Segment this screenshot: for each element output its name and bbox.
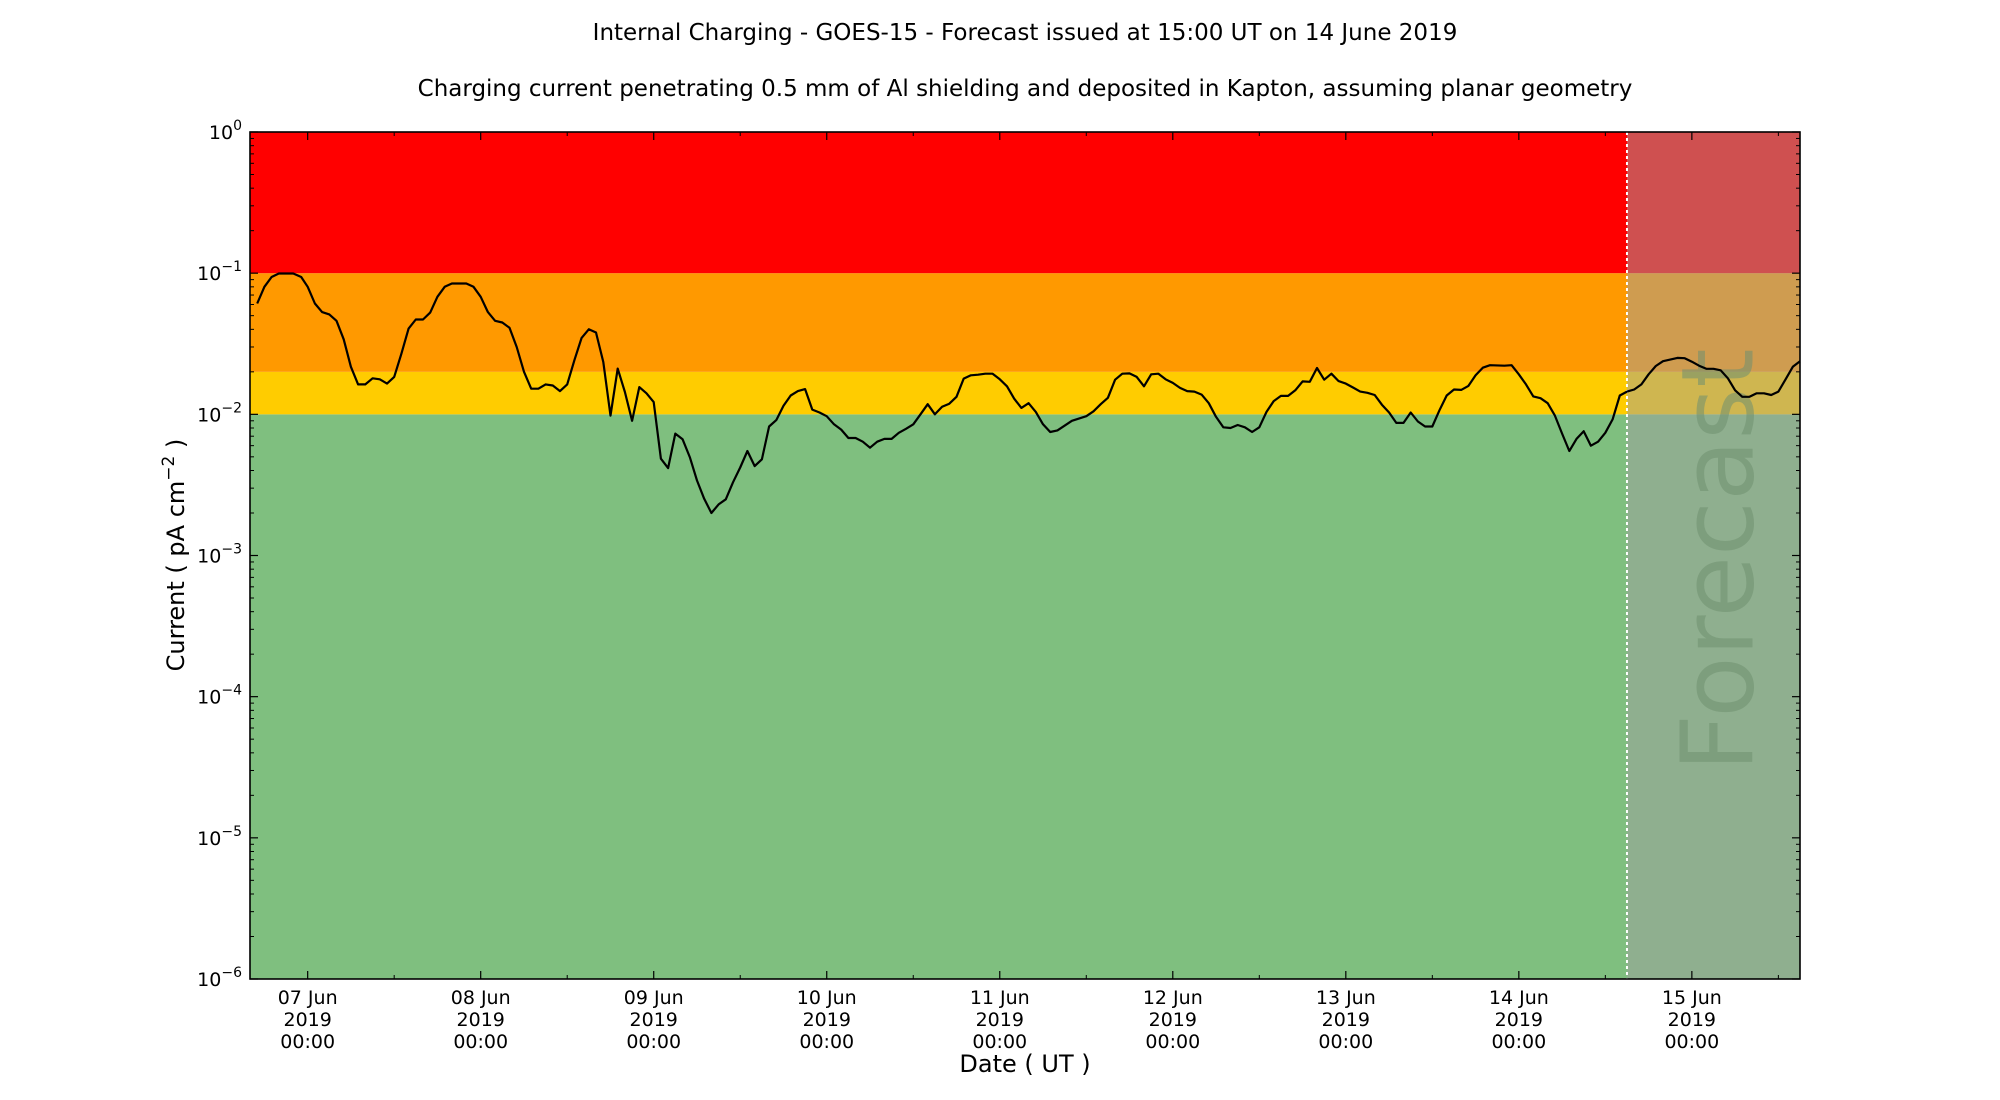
y-axis-label: Current ( pA cm−2 ) — [159, 439, 190, 672]
y-tick-base: 10 — [197, 546, 221, 568]
x-axis-label: Date ( UT ) — [959, 1050, 1090, 1078]
y-tick-exponent: 0 — [233, 118, 242, 134]
x-tick-label: 00:00 — [626, 1031, 681, 1053]
x-tick-label: 12 Jun — [1143, 987, 1203, 1009]
x-tick-label: 2019 — [976, 1009, 1024, 1031]
y-tick-exponent: −3 — [221, 542, 242, 558]
band-orange — [250, 273, 1800, 372]
y-axis-label-exponent: −2 — [159, 456, 179, 481]
y-tick-label: 10−6 — [197, 965, 242, 991]
series-line-charging-current — [256, 272, 1801, 515]
x-tick-label: 2019 — [283, 1009, 331, 1031]
x-tick-label: 2019 — [1495, 1009, 1543, 1031]
x-tick-label: 2019 — [1322, 1009, 1370, 1031]
x-tick-label: 2019 — [803, 1009, 851, 1031]
x-tick-label: 2019 — [457, 1009, 505, 1031]
band-yellow — [250, 371, 1800, 415]
y-tick-base: 10 — [197, 687, 221, 709]
forecast-overlay — [1626, 132, 1800, 979]
band-red — [250, 132, 1800, 274]
y-tick-exponent: −2 — [221, 400, 242, 416]
y-tick-base: 10 — [197, 263, 221, 285]
x-tick-label: 2019 — [1668, 1009, 1716, 1031]
x-tick-label: 00:00 — [799, 1031, 854, 1053]
y-tick-exponent: −4 — [221, 683, 242, 699]
x-tick-label: 2019 — [1149, 1009, 1197, 1031]
y-tick-label: 100 — [209, 118, 242, 144]
x-tick-label: 2019 — [630, 1009, 678, 1031]
axis-ticks — [250, 131, 1800, 980]
x-tick-label: 00:00 — [1491, 1031, 1546, 1053]
plot-frame — [249, 131, 1801, 980]
y-tick-label: 10−1 — [197, 259, 242, 285]
y-tick-label: 10−5 — [197, 824, 242, 850]
risk-bands — [250, 132, 1800, 979]
y-tick-exponent: −5 — [221, 824, 242, 840]
forecast-region — [1626, 132, 1800, 979]
x-tick-label: 13 Jun — [1316, 987, 1376, 1009]
y-tick-label: 10−3 — [197, 542, 242, 568]
chart-subtitle: Charging current penetrating 0.5 mm of A… — [418, 76, 1633, 102]
y-tick-label: 10−4 — [197, 683, 242, 709]
x-tick-label: 08 Jun — [451, 987, 511, 1009]
x-tick-label: 00:00 — [1318, 1031, 1373, 1053]
y-axis-label-tail: ) — [162, 439, 190, 456]
y-tick-exponent: −6 — [221, 965, 242, 981]
y-tick-base: 10 — [197, 404, 221, 426]
x-tick-label: 14 Jun — [1489, 987, 1549, 1009]
y-tick-exponent: −1 — [221, 259, 242, 275]
y-tick-label: 10−2 — [197, 400, 242, 426]
x-tick-label: 00:00 — [280, 1031, 335, 1053]
x-tick-label: 07 Jun — [278, 987, 338, 1009]
x-tick-label: 11 Jun — [970, 987, 1030, 1009]
y-tick-base: 10 — [197, 969, 221, 991]
x-tick-label: 00:00 — [1664, 1031, 1719, 1053]
x-tick-label: 15 Jun — [1662, 987, 1722, 1009]
forecast-label: Forecast — [1659, 348, 1776, 771]
x-tick-label: 00:00 — [1145, 1031, 1200, 1053]
band-green — [250, 414, 1800, 979]
x-tick-label: 00:00 — [972, 1031, 1027, 1053]
y-tick-base: 10 — [197, 828, 221, 850]
chart-title: Internal Charging - GOES-15 - Forecast i… — [593, 20, 1458, 46]
x-tick-label: 10 Jun — [797, 987, 857, 1009]
x-tick-label: 00:00 — [453, 1031, 508, 1053]
y-tick-base: 10 — [209, 122, 233, 144]
x-tick-label: 09 Jun — [624, 987, 684, 1009]
y-axis-label-main: Current ( pA cm — [162, 481, 190, 672]
